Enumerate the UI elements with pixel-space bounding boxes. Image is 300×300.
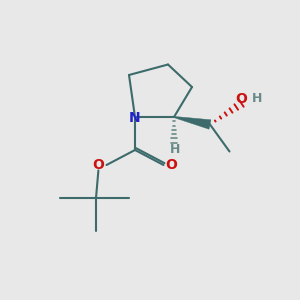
Text: O: O [92,158,104,172]
Text: O: O [236,92,247,106]
Polygon shape [174,116,211,129]
Text: H: H [169,142,180,156]
Text: O: O [165,158,177,172]
Text: N: N [129,111,141,124]
Text: H: H [252,92,262,106]
